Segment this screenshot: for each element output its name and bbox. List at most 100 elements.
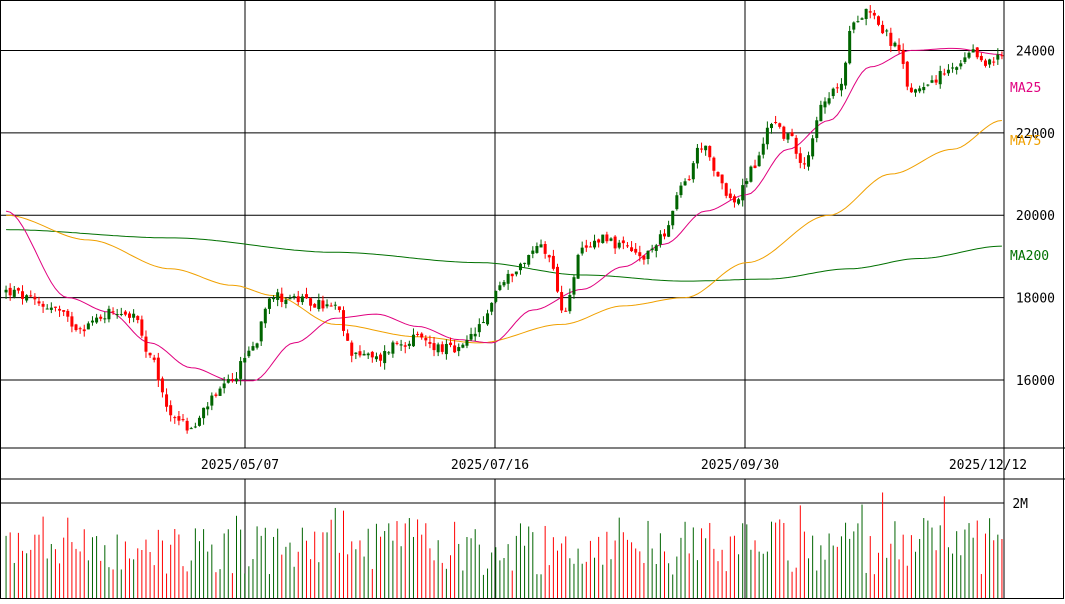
candle-body — [440, 344, 444, 352]
candle-body — [720, 174, 724, 184]
candle-body — [514, 271, 518, 275]
candle-body — [794, 137, 798, 154]
candle-body — [25, 295, 29, 301]
candle-body — [963, 57, 967, 63]
candle-body — [12, 289, 16, 297]
candle-body — [288, 298, 292, 300]
candle-body — [370, 351, 374, 358]
candle-body — [181, 419, 185, 421]
candle-body — [909, 87, 913, 93]
candle-body — [243, 357, 247, 363]
candle-body — [728, 193, 732, 199]
candle-body — [634, 248, 638, 253]
candle-body — [300, 296, 304, 303]
candle-body — [967, 52, 971, 58]
candle-body — [679, 185, 683, 196]
candle-body — [111, 311, 115, 313]
candle-body — [860, 18, 864, 20]
candle-body — [790, 132, 794, 136]
candle-body — [206, 406, 210, 410]
candle-body — [815, 120, 819, 138]
candle-body — [49, 307, 53, 310]
candle-body — [144, 336, 148, 352]
candle-body — [502, 282, 506, 286]
candle-body — [453, 345, 457, 353]
candle-body — [461, 344, 465, 348]
candle-body — [342, 310, 346, 331]
candle-body — [29, 295, 33, 297]
candle-body — [683, 181, 687, 186]
candle-body — [152, 357, 156, 360]
ma75-line — [6, 120, 1002, 344]
ma75-label: MA75 — [1010, 134, 1041, 149]
candle-body — [765, 127, 769, 145]
candle-body — [786, 133, 790, 140]
candle-body — [16, 288, 20, 291]
candle-body — [132, 313, 136, 318]
candle-body — [547, 255, 551, 258]
candle-body — [827, 98, 831, 104]
candle-body — [189, 428, 193, 430]
candle-body — [395, 342, 399, 344]
candle-body — [601, 234, 605, 243]
candle-body — [971, 49, 975, 53]
candle-body — [62, 310, 66, 312]
candle-body — [444, 343, 448, 355]
candle-body — [160, 378, 164, 393]
candle-body — [169, 405, 173, 416]
candle-body — [938, 71, 942, 85]
candle-body — [749, 166, 753, 182]
candle-body — [78, 328, 82, 330]
candle-body — [123, 311, 127, 315]
candle-body — [930, 80, 934, 83]
candle-body — [37, 301, 41, 304]
candle-body — [383, 351, 387, 364]
candle-body — [58, 308, 62, 311]
ma200-layer — [6, 229, 1002, 282]
candle-body — [140, 319, 144, 336]
candle-body — [358, 351, 362, 356]
candle-body — [864, 8, 868, 19]
candle-body — [374, 356, 378, 360]
candle-body — [292, 296, 296, 298]
candle-body — [230, 378, 234, 380]
candle-body — [325, 304, 329, 307]
candle-body — [366, 353, 370, 356]
date-tick-label: 2025/07/16 — [451, 458, 529, 473]
candle-body — [593, 240, 597, 248]
candle-body — [844, 62, 848, 86]
candle-body — [259, 321, 263, 342]
candle-body — [572, 277, 576, 295]
candle-body — [296, 296, 300, 303]
candle-body — [436, 344, 440, 353]
candle-body — [379, 354, 383, 361]
candle-body — [823, 101, 827, 108]
candle-body — [539, 244, 543, 248]
candle-body — [753, 165, 757, 169]
candle-body — [922, 86, 926, 91]
candle-body — [955, 67, 959, 70]
candle-body — [481, 322, 485, 324]
candle-body — [983, 60, 987, 66]
candle-body — [53, 306, 57, 308]
candle-body — [469, 333, 473, 340]
candle-body — [407, 343, 411, 346]
candle-body — [856, 21, 860, 23]
candle-body — [914, 89, 918, 93]
candle-body — [893, 42, 897, 47]
candle-body — [239, 361, 243, 379]
candle-body — [490, 302, 494, 312]
candle-body — [263, 308, 267, 324]
candle-body — [979, 55, 983, 61]
candle-body — [885, 30, 889, 32]
candle-body — [975, 47, 979, 58]
volume-layer — [5, 492, 1003, 599]
candle-body — [95, 317, 99, 323]
candle-body — [675, 195, 679, 210]
ma200-line — [6, 229, 1002, 282]
candle-body — [584, 245, 588, 248]
candle-body — [4, 289, 8, 293]
candle-body — [70, 316, 74, 327]
